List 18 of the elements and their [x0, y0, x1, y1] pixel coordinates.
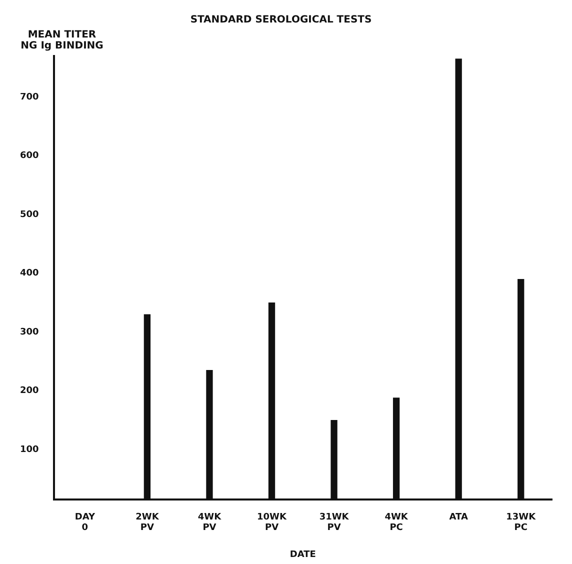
y-axis-title: MEAN TITER NG Ig BINDING: [20, 30, 104, 52]
x-tick-label: ATA: [449, 512, 468, 522]
y-tick-label: 300: [20, 327, 39, 338]
x-tick-label: 10WK PV: [257, 512, 288, 534]
y-tick-label: 700: [20, 92, 39, 102]
chart-title: STANDARD SEROLOGICAL TESTS: [190, 14, 372, 26]
x-tick-label: 13WK PC: [506, 512, 537, 534]
x-tick-label: 4WK PV: [198, 512, 222, 534]
x-tick-label: 31WK PV: [319, 512, 350, 534]
y-tick-label: 200: [20, 386, 39, 396]
y-tick-label: 600: [20, 151, 39, 162]
y-tick-label: 400: [20, 268, 39, 279]
y-tick-label: 100: [20, 445, 39, 455]
x-axis-title: DATE: [290, 550, 316, 560]
y-tick-label: 500: [20, 210, 39, 220]
x-tick-label: DAY 0: [74, 512, 96, 534]
x-tick-label: 2WK PV: [136, 512, 160, 534]
x-tick-label: 4WK PC: [384, 512, 409, 534]
